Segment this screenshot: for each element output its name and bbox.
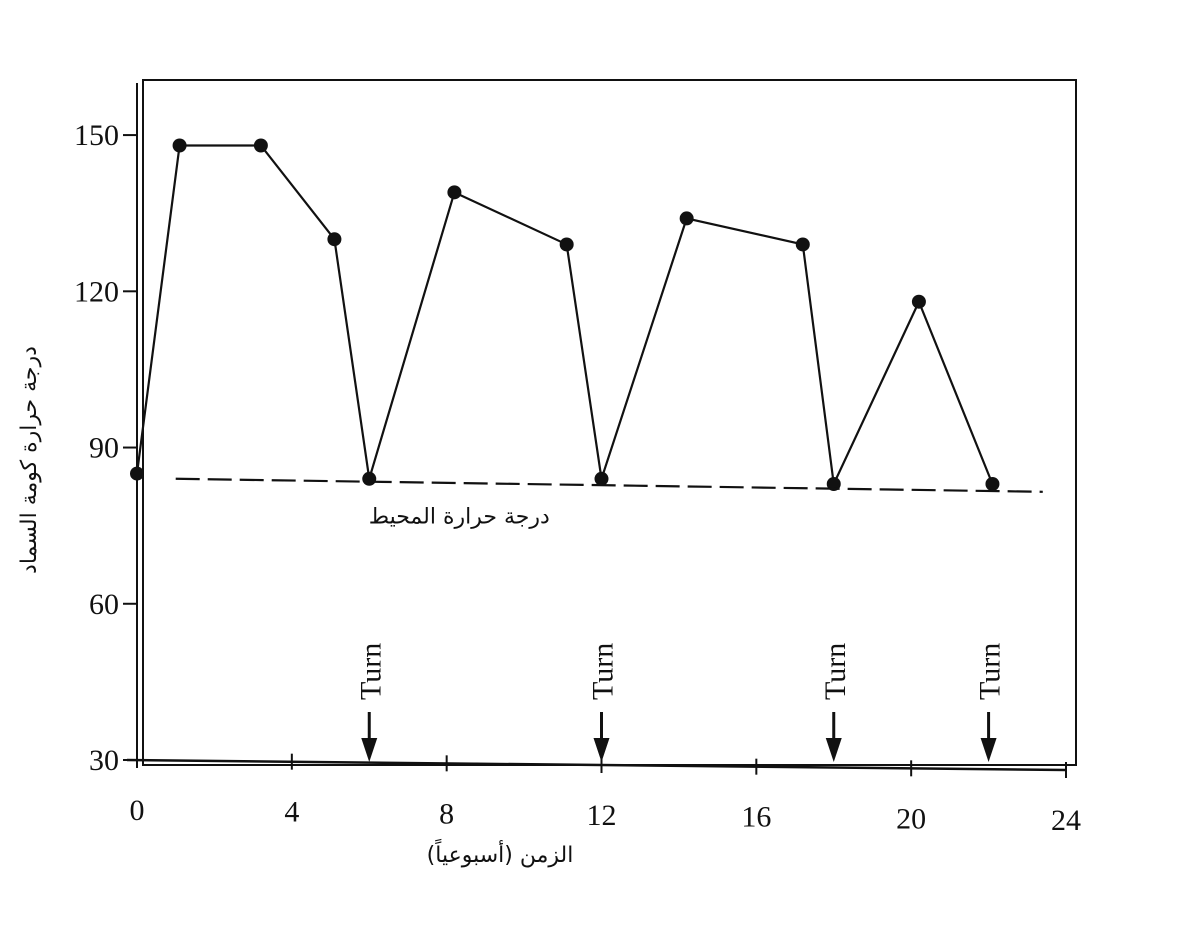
x-tick-label: 24 [1051,804,1081,837]
data-point [795,237,810,252]
data-line [135,144,994,488]
x-axis [126,758,1067,772]
x-tick-label: 0 [130,794,145,827]
y-axis-title: درجة حرارة كومة السماد [17,346,42,574]
y-tick-label: 60 [89,588,119,621]
data-point [253,138,268,153]
y-tick-label: 120 [74,275,119,308]
x-axis-title: الزمن (أسبوعياً) [427,838,574,868]
x-tick-label: 8 [439,797,454,830]
data-point [985,476,1000,491]
x-tick-label: 16 [741,801,771,834]
x-tick-label: 12 [587,799,617,832]
annotation-arrowhead [825,738,842,762]
data-point [594,471,609,486]
data-point [172,138,187,153]
y-tick-label: 90 [89,432,119,465]
y-tick-label: 30 [89,744,119,777]
data-point [362,471,377,486]
x-tick-label: 4 [284,796,299,829]
annotation-text: Turn [819,643,852,700]
annotation-text: Turn [587,643,620,700]
dashed-line [175,477,1043,493]
data-point [130,466,144,481]
annotation-text: Turn [974,643,1007,700]
annotation-text: Turn [354,643,387,700]
data-point [911,294,926,309]
data-point [559,237,574,252]
data-point [327,232,342,247]
data-point [826,476,841,491]
x-tick-label: 20 [896,802,926,835]
annotation-arrowhead [361,738,378,762]
data-point [447,185,462,200]
data-point [679,211,694,226]
annotation-arrowhead [593,738,610,762]
y-tick-label: 150 [74,119,119,152]
series-label: درجة حرارة المحيط [369,504,550,529]
annotation-arrowhead [980,738,997,762]
